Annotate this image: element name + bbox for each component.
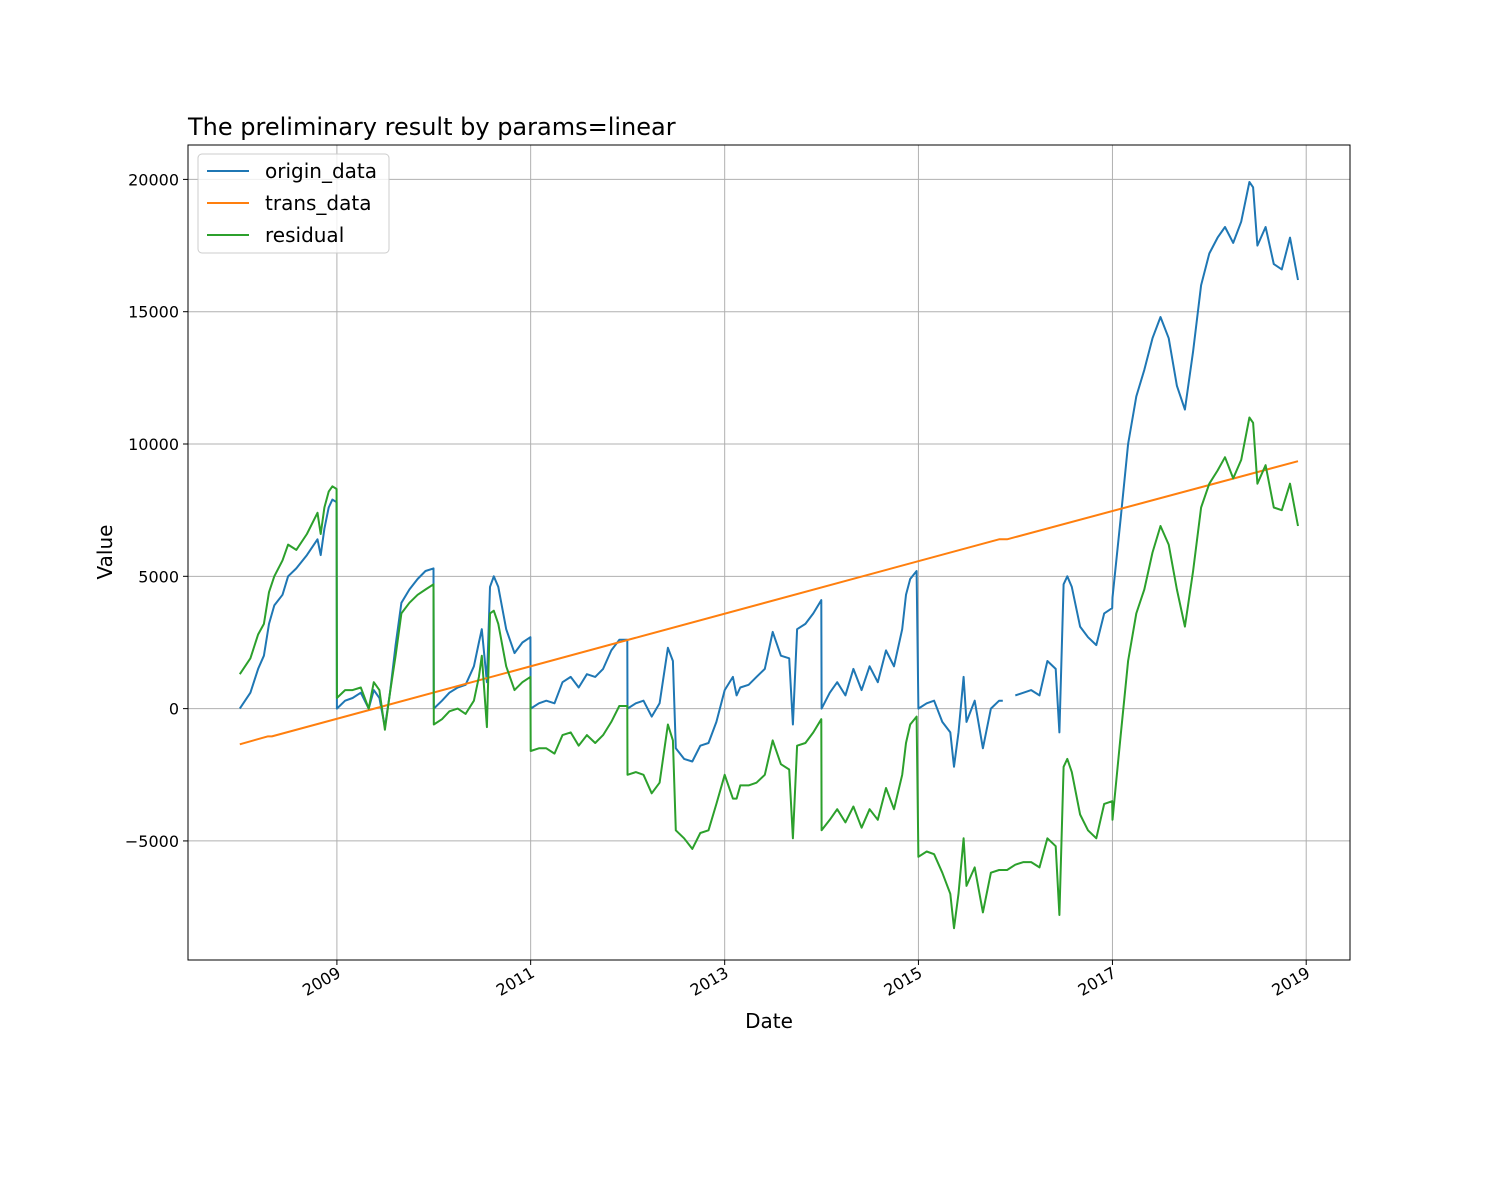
legend-label: residual [265, 223, 344, 247]
y-axis-label: Value [93, 525, 117, 580]
y-tick-label: 10000 [128, 435, 179, 454]
series-line-residual [238, 416, 1299, 930]
y-tick-label: 5000 [138, 567, 179, 586]
series-line-origin-data [238, 181, 1299, 768]
y-tick-label: 20000 [128, 170, 179, 189]
plot-frame [187, 144, 1351, 961]
y-tick-label: 15000 [128, 303, 179, 322]
legend: origin_data trans_data residual [197, 153, 390, 254]
legend-label: origin_data [265, 159, 377, 183]
chart-title: The preliminary result by params=linear [187, 113, 676, 141]
legend-box [197, 153, 390, 254]
series-lines [238, 181, 1299, 930]
x-axis-label: Date [745, 1009, 793, 1033]
y-tick-label: 0 [169, 700, 179, 719]
y-tick-label: −5000 [125, 832, 179, 851]
legend-label: trans_data [265, 191, 371, 215]
series-line-trans-data [239, 460, 1299, 746]
